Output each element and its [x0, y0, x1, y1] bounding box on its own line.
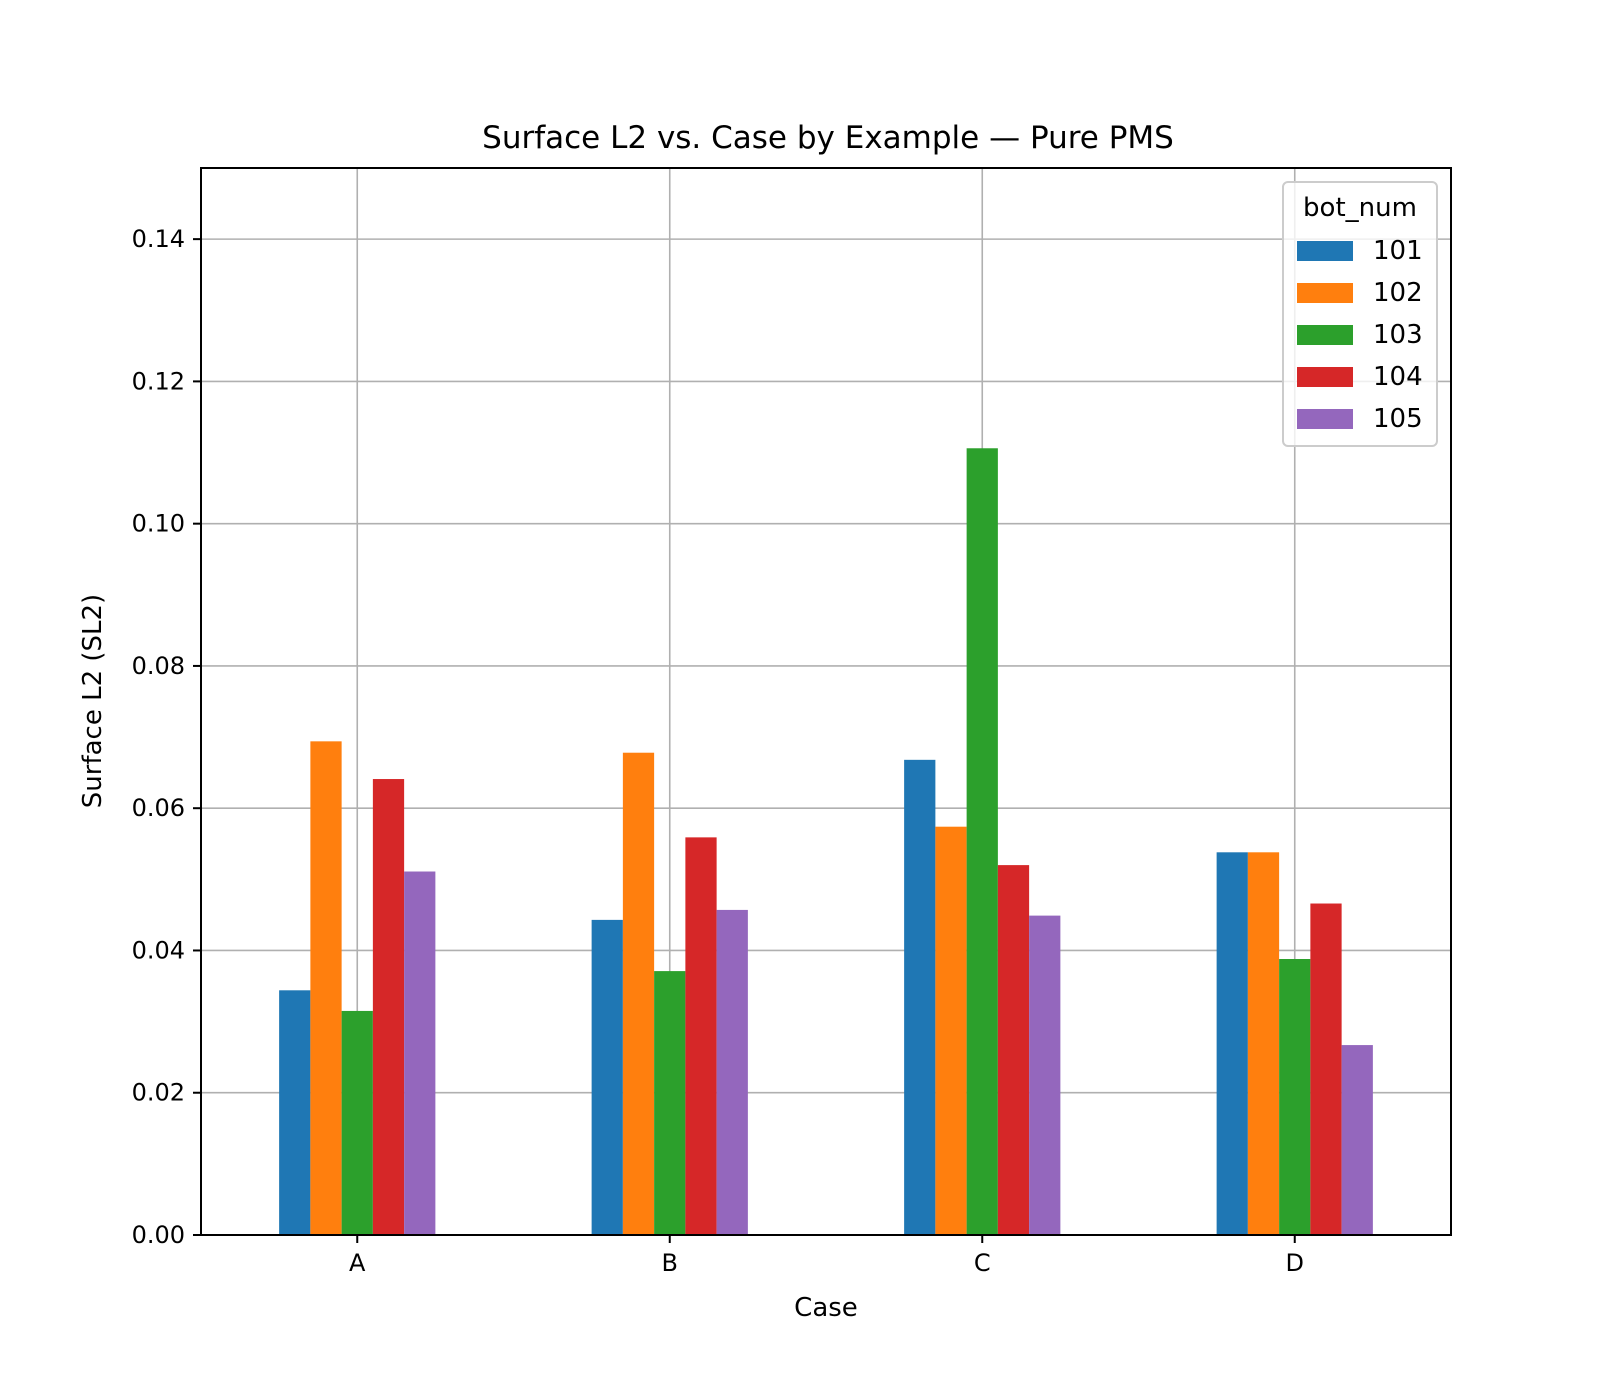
legend-swatch-104: [1297, 367, 1353, 387]
bar-101-d: [1216, 852, 1248, 1235]
y-axis-title: Surface L2 (SL2): [78, 594, 108, 808]
y-tick-label: 0.14: [132, 225, 185, 253]
y-tick-label: 0.00: [132, 1221, 185, 1249]
bar-104-d: [1310, 903, 1342, 1235]
axis-ticks: 0.00 0.02 0.04 0.06 0.08 0.10 0.12 0.14 A B C D: [132, 225, 1304, 1277]
x-tick-label: A: [349, 1249, 366, 1277]
legend-items: 101 102 103 104 105: [1297, 236, 1423, 434]
legend-label: 103: [1373, 320, 1423, 350]
bar-105-c: [1029, 915, 1061, 1235]
x-tick-label: B: [662, 1249, 678, 1277]
bar-102-a: [310, 741, 342, 1235]
bar-105-a: [404, 871, 436, 1235]
bar-103-d: [1279, 959, 1311, 1235]
bar-104-c: [997, 865, 1030, 1235]
bar-101-a: [279, 990, 311, 1235]
legend-swatch-102: [1297, 283, 1353, 303]
bar-102-b: [622, 752, 655, 1235]
x-axis-title: Case: [794, 1293, 858, 1323]
bar-101-b: [591, 919, 623, 1235]
plot-area-frame: [200, 167, 1452, 1236]
y-tick-label: 0.02: [132, 1079, 185, 1107]
bar-102-c: [935, 826, 967, 1235]
bar-105-d: [1341, 1045, 1373, 1235]
legend-label: 101: [1373, 236, 1423, 266]
bar-102-d: [1247, 852, 1280, 1235]
y-tick-label: 0.10: [132, 510, 185, 538]
y-tick-label: 0.04: [132, 936, 185, 964]
legend-swatch-105: [1297, 409, 1353, 429]
chart-title: Surface L2 vs. Case by Example — Pure PM…: [482, 120, 1174, 156]
legend-swatch-103: [1297, 325, 1353, 345]
x-tick-label: D: [1286, 1249, 1304, 1277]
bar-103-c: [966, 448, 998, 1235]
legend-label: 105: [1373, 404, 1423, 434]
bar-103-a: [341, 1010, 373, 1235]
legend: bot_num 101 102 103 104 105: [1282, 181, 1438, 447]
y-tick-label: 0.06: [132, 794, 185, 822]
legend-label: 104: [1373, 362, 1423, 392]
bar-103-b: [654, 971, 686, 1235]
bars: [279, 448, 1373, 1235]
legend-label: 102: [1373, 278, 1423, 308]
bar-105-b: [716, 909, 748, 1235]
y-tick-label: 0.08: [132, 652, 185, 680]
bar-104-a: [372, 779, 405, 1235]
legend-swatch-101: [1297, 241, 1353, 261]
y-tick-label: 0.12: [132, 367, 185, 395]
bar-101-c: [904, 759, 936, 1235]
bar-104-b: [685, 837, 717, 1235]
x-tick-label: C: [974, 1249, 991, 1277]
legend-title: bot_num: [1303, 193, 1417, 223]
